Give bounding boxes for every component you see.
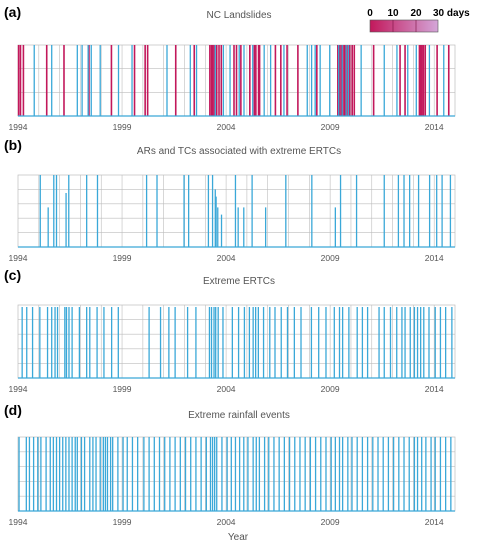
- colorbar: [369, 19, 439, 33]
- x-tick-label: 2004: [217, 122, 236, 132]
- x-tick-label: 2014: [425, 253, 444, 263]
- x-tick-label: 2014: [425, 517, 444, 527]
- plot-frame: [17, 304, 456, 379]
- panel-label-b: (b): [4, 137, 22, 153]
- x-tick-label: 2004: [217, 253, 236, 263]
- x-tick-label: 1994: [9, 384, 28, 394]
- x-tick-label: 2009: [321, 517, 340, 527]
- x-tick-label: 2009: [321, 384, 340, 394]
- panel-label-c: (c): [4, 267, 21, 283]
- x-tick-label: 2009: [321, 122, 340, 132]
- x-tick-label: 2014: [425, 122, 444, 132]
- panel-b: (b) ARs and TCs associated with extreme …: [4, 137, 456, 263]
- panel-title-d: Extreme rainfall events: [188, 410, 290, 421]
- colorbar-tick-label: 30 days: [433, 8, 470, 19]
- x-tick-label: 1999: [113, 253, 132, 263]
- x-tick-label: 2004: [217, 384, 236, 394]
- panel-title-a: NC Landslides: [206, 10, 271, 21]
- x-tick-label: 2004: [217, 517, 236, 527]
- colorbar-tick-label: 20: [410, 8, 422, 19]
- x-tick-label: 2009: [321, 253, 340, 263]
- x-tick-label: 1999: [113, 517, 132, 527]
- panel-d: (d) Extreme rainfall events 1994 1999 2004…: [4, 402, 456, 527]
- panel-title-b: ARs and TCs associated with extreme ERTC…: [137, 146, 341, 157]
- x-tick-label: 2014: [425, 384, 444, 394]
- x-tick-label: 1999: [113, 122, 132, 132]
- panel-label-a: (a): [4, 4, 21, 20]
- panel-c: (c) Extreme ERTCs 1994 1999 2004 2009 2014: [4, 267, 456, 394]
- x-tick-label: 1994: [9, 253, 28, 263]
- plot-frame: [17, 436, 456, 512]
- colorbar-legend: 0 10 20 30 days: [367, 8, 470, 33]
- x-tick-label: 1994: [9, 517, 28, 527]
- x-tick-label: 1999: [113, 384, 132, 394]
- panel-a: (a) NC Landslides 1994 1999 2004 2009 2014: [4, 4, 456, 132]
- colorbar-tick-label: 10: [387, 8, 399, 19]
- panel-label-d: (d): [4, 402, 22, 418]
- panel-title-c: Extreme ERTCs: [203, 276, 275, 287]
- x-tick-label: 1994: [9, 122, 28, 132]
- plot-frame: [17, 174, 456, 248]
- x-axis-title: Year: [228, 532, 249, 543]
- colorbar-tick-label: 0: [367, 8, 373, 19]
